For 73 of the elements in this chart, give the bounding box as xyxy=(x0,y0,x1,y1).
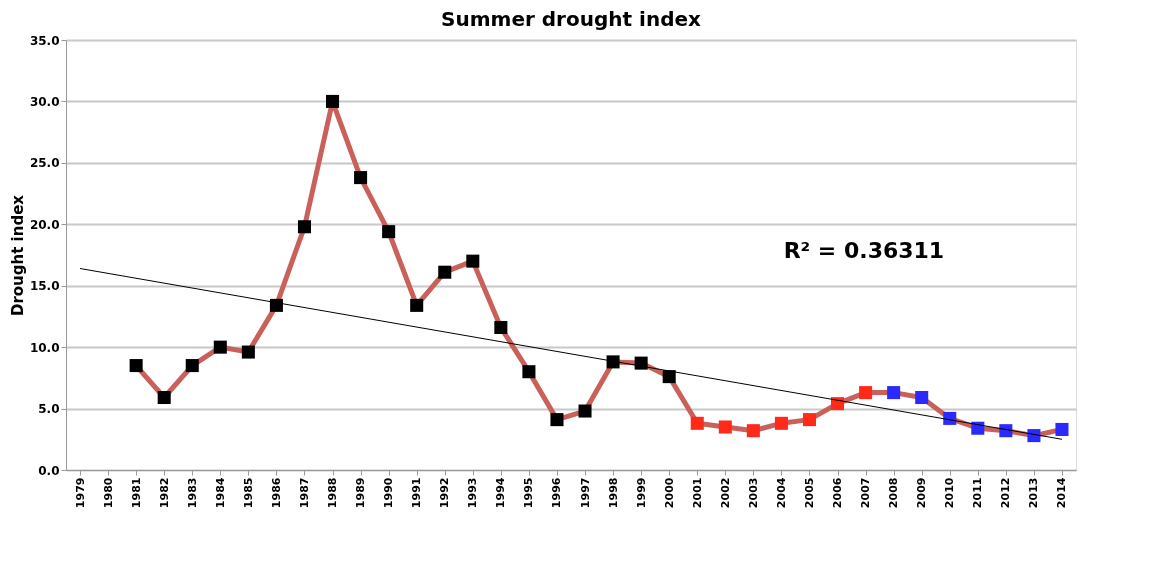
point xyxy=(550,413,564,427)
x-tick-label: 2010 xyxy=(943,477,957,509)
x-tick-label: 1997 xyxy=(578,477,592,509)
x-tick-label: 2006 xyxy=(831,477,845,509)
x-tick-label: 1995 xyxy=(522,477,536,509)
point xyxy=(297,220,311,234)
point xyxy=(466,254,480,268)
point xyxy=(915,391,929,405)
x-tick-label: 1988 xyxy=(326,477,340,509)
point xyxy=(1055,422,1069,436)
x-tick-label: 1984 xyxy=(213,477,227,509)
x-tick-label: 1982 xyxy=(157,477,171,509)
y-tick-label: 0.0 xyxy=(38,463,60,478)
point xyxy=(438,265,452,279)
point xyxy=(269,298,283,312)
x-tick-label: 2004 xyxy=(774,477,788,509)
point xyxy=(354,171,368,185)
y-tick-label: 35.0 xyxy=(29,33,60,48)
x-tick-label: 2009 xyxy=(915,477,929,509)
x-tick-label: 1987 xyxy=(297,477,311,509)
x-tick-label: 1981 xyxy=(129,477,143,509)
x-tick-label: 2014 xyxy=(1055,477,1069,509)
point xyxy=(185,359,199,373)
point xyxy=(578,404,592,418)
x-tick-label: 2001 xyxy=(690,477,704,509)
point xyxy=(859,386,873,400)
y-tick-label: 25.0 xyxy=(29,156,60,171)
x-tick-label: 1983 xyxy=(185,477,199,509)
x-tick-label: 1980 xyxy=(101,477,115,509)
x-tick-label: 1992 xyxy=(438,477,452,509)
point xyxy=(494,320,508,334)
x-tick-label: 1985 xyxy=(241,477,255,509)
y-tick-label: 10.0 xyxy=(29,340,60,355)
x-tick-label: 1990 xyxy=(382,477,396,509)
x-tick-label: 2002 xyxy=(718,477,732,509)
point xyxy=(802,413,816,427)
x-tick-label: 2003 xyxy=(746,477,760,509)
x-tick-label: 2008 xyxy=(887,477,901,509)
x-tick-label: 2012 xyxy=(999,477,1013,509)
point xyxy=(326,94,340,108)
x-tick-label: 2005 xyxy=(802,477,816,509)
point xyxy=(241,345,255,359)
y-tick-label: 5.0 xyxy=(38,402,60,417)
point xyxy=(522,365,536,379)
annotation: R² = 0.36311 xyxy=(783,237,945,263)
x-tick-label: 1986 xyxy=(269,477,283,509)
y-tick-label: 15.0 xyxy=(29,279,60,294)
x-tick-label: 2007 xyxy=(859,477,873,509)
point xyxy=(382,225,396,239)
y-tick-label: 20.0 xyxy=(29,217,60,232)
x-tick-label: 1993 xyxy=(466,477,480,509)
point xyxy=(887,386,901,400)
point xyxy=(410,298,424,312)
x-tick-label: 2011 xyxy=(971,477,985,509)
x-tick-label: 1996 xyxy=(550,477,564,509)
point xyxy=(690,416,704,430)
chart-title: Summer drought index xyxy=(441,7,702,31)
point xyxy=(129,359,143,373)
point xyxy=(746,424,760,438)
x-tick-label: 1991 xyxy=(410,477,424,509)
y-axis-title: Drought index xyxy=(8,194,27,317)
point xyxy=(157,391,171,405)
x-tick-label: 2013 xyxy=(1027,477,1041,509)
point xyxy=(718,420,732,434)
x-tick-label: 1989 xyxy=(354,477,368,509)
x-tick-label: 1999 xyxy=(634,477,648,509)
x-tick-label: 1994 xyxy=(494,477,508,509)
point xyxy=(774,416,788,430)
y-tick-label: 30.0 xyxy=(29,94,60,109)
x-tick-label: 1979 xyxy=(73,477,87,509)
point xyxy=(213,340,227,354)
x-tick-label: 2000 xyxy=(662,477,676,509)
x-tick-label: 1998 xyxy=(606,477,620,509)
